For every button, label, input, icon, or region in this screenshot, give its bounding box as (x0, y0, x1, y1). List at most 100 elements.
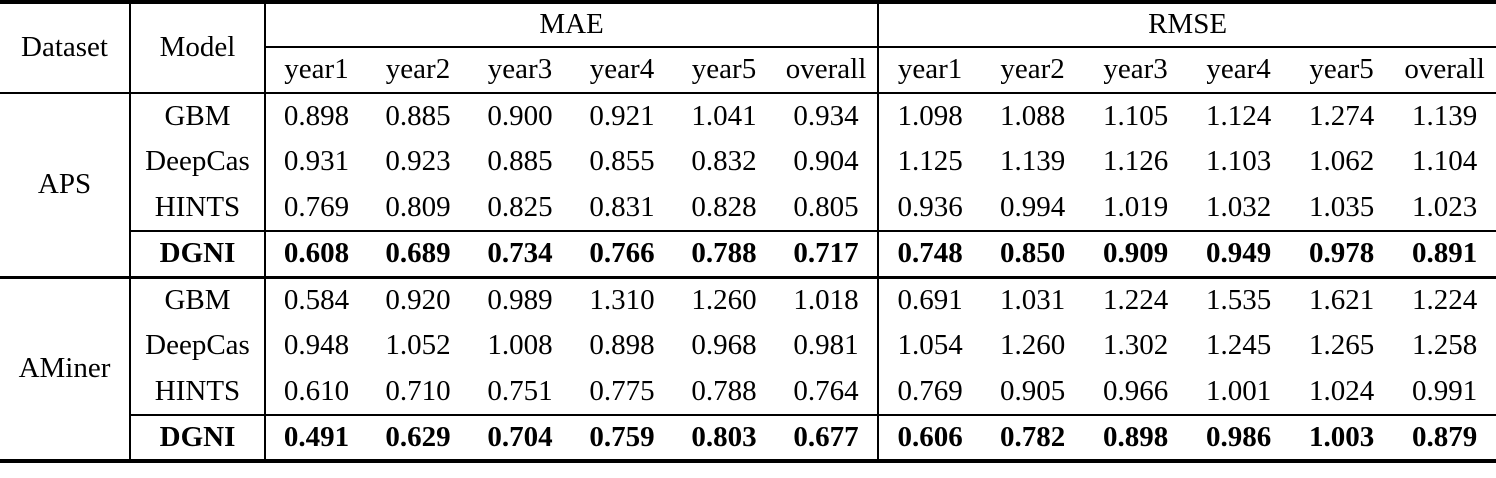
rmse-cell: 1.035 (1308, 190, 1375, 223)
mae-cell: 0.803 (673, 414, 775, 461)
header-mae-year1: year1 (265, 47, 367, 94)
table-row-aminer-gbm: AMiner GBM 0.584 0.920 0.989 1.310 1.260… (0, 275, 1496, 461)
rmse-cell: 1.302 (1102, 329, 1169, 362)
table-row-aminer-dgni: DGNI 0.491 0.629 0.704 0.759 0.803 0.677… (0, 414, 1496, 461)
mae-overall-cell: 0.805 (775, 185, 880, 231)
header-mae-year3: year3 (469, 47, 571, 94)
rmse-overall-cell: 1.139 (1411, 99, 1478, 132)
mae-cell: 0.766 (571, 230, 673, 277)
header-rmse-year5: year5 (1290, 47, 1394, 94)
mae-cell: 0.968 (691, 329, 757, 362)
mae-cell: 1.310 (571, 275, 673, 323)
mae-cell: 0.610 (283, 374, 350, 407)
rmse-cell: 0.782 (981, 414, 1085, 461)
mae-cell: 0.948 (283, 329, 350, 362)
mae-cell: 0.898 (589, 329, 655, 362)
mae-cell: 0.885 (487, 145, 553, 178)
mae-cell: 0.921 (589, 99, 655, 132)
model-label: GBM (130, 93, 266, 139)
table-row-aminer-deepcas: DeepCas 0.948 1.052 1.008 0.898 0.968 0.… (0, 323, 1496, 369)
rmse-cell: 0.978 (1290, 230, 1394, 277)
header-rmse-overall: overall (1393, 47, 1496, 94)
mae-cell: 0.689 (367, 230, 469, 277)
rmse-cell: 1.032 (1205, 190, 1272, 223)
rmse-overall-cell: 0.991 (1411, 374, 1478, 407)
dataset-label-aminer: AMiner (0, 275, 131, 461)
header-mae-overall: overall (775, 47, 880, 94)
header-group-row: Dataset Model MAE RMSE (0, 2, 1496, 94)
model-label: GBM (130, 275, 266, 323)
rmse-cell: 0.850 (981, 230, 1085, 277)
rmse-cell: 0.994 (999, 190, 1066, 223)
model-label: HINTS (130, 369, 266, 415)
model-label: DGNI (130, 230, 266, 277)
header-rmse-year2: year2 (981, 47, 1085, 94)
header-year-row: year1 year2 year3 year4 year5 overall ye… (0, 47, 1496, 94)
rmse-cell: 1.621 (1290, 275, 1394, 323)
rmse-cell: 0.606 (878, 414, 982, 461)
rmse-cell: 0.905 (999, 374, 1066, 407)
header-dataset: Dataset (0, 2, 131, 94)
model-label: HINTS (130, 185, 266, 231)
mae-cell: 0.734 (469, 230, 571, 277)
rmse-cell: 1.125 (897, 145, 963, 178)
model-label: DeepCas (130, 139, 266, 185)
header-mae-year4: year4 (571, 47, 673, 94)
mae-cell: 0.769 (283, 190, 350, 223)
table-header: Dataset Model MAE RMSE year1 year2 year3… (0, 2, 1496, 94)
rmse-cell: 1.535 (1187, 275, 1291, 323)
header-rmse-year1: year1 (878, 47, 982, 94)
rmse-cell: 1.105 (1102, 99, 1169, 132)
mae-cell: 0.704 (469, 414, 571, 461)
rmse-cell: 1.024 (1308, 374, 1375, 407)
mae-cell: 0.831 (589, 190, 655, 223)
rmse-overall-cell: 0.891 (1393, 230, 1496, 277)
mae-cell: 1.041 (691, 99, 757, 132)
table-body: APS GBM 0.898 0.885 0.900 0.921 1.041 0.… (0, 93, 1496, 461)
mae-cell: 0.775 (589, 374, 655, 407)
mae-cell: 0.989 (469, 275, 571, 323)
mae-cell: 0.920 (367, 275, 469, 323)
mae-overall-cell: 0.981 (775, 323, 880, 369)
mae-overall-cell: 1.018 (775, 275, 880, 323)
mae-cell: 0.584 (265, 275, 367, 323)
rmse-overall-cell: 1.104 (1411, 145, 1478, 178)
rmse-cell: 0.949 (1187, 230, 1291, 277)
rmse-cell: 1.003 (1290, 414, 1394, 461)
mae-cell: 0.900 (487, 99, 553, 132)
header-rmse: RMSE (878, 2, 1496, 48)
mae-cell: 0.608 (265, 230, 367, 277)
mae-cell: 0.759 (571, 414, 673, 461)
rmse-cell: 1.126 (1102, 145, 1169, 178)
table-row-aps-hints: HINTS 0.769 0.809 0.825 0.831 0.828 0.80… (0, 185, 1496, 231)
mae-cell: 1.260 (673, 275, 775, 323)
rmse-cell: 1.088 (999, 99, 1066, 132)
rmse-cell: 1.224 (1084, 275, 1188, 323)
rmse-cell: 1.001 (1205, 374, 1272, 407)
mae-cell: 0.710 (385, 374, 451, 407)
header-mae: MAE (265, 2, 880, 48)
header-mae-year5: year5 (673, 47, 775, 94)
rmse-cell: 1.260 (999, 329, 1066, 362)
header-model: Model (130, 2, 266, 94)
mae-cell: 0.828 (691, 190, 757, 223)
rmse-cell: 1.265 (1308, 329, 1375, 362)
rmse-cell: 0.966 (1102, 374, 1169, 407)
mae-cell: 1.008 (487, 329, 553, 362)
rmse-cell: 0.936 (897, 190, 963, 223)
dataset-label-aps: APS (0, 93, 131, 277)
mae-cell: 1.052 (385, 329, 451, 362)
rmse-cell: 0.909 (1084, 230, 1188, 277)
model-label: DeepCas (130, 323, 266, 369)
mae-cell: 0.788 (691, 374, 757, 407)
mae-overall-cell: 0.904 (775, 139, 880, 185)
mae-overall-cell: 0.934 (775, 93, 880, 139)
rmse-overall-cell: 1.258 (1411, 329, 1478, 362)
results-table: Dataset Model MAE RMSE year1 year2 year3… (0, 0, 1496, 463)
mae-cell: 0.629 (367, 414, 469, 461)
mae-cell: 0.809 (385, 190, 451, 223)
rmse-cell: 1.245 (1205, 329, 1272, 362)
mae-cell: 0.825 (487, 190, 553, 223)
rmse-cell: 1.019 (1102, 190, 1169, 223)
